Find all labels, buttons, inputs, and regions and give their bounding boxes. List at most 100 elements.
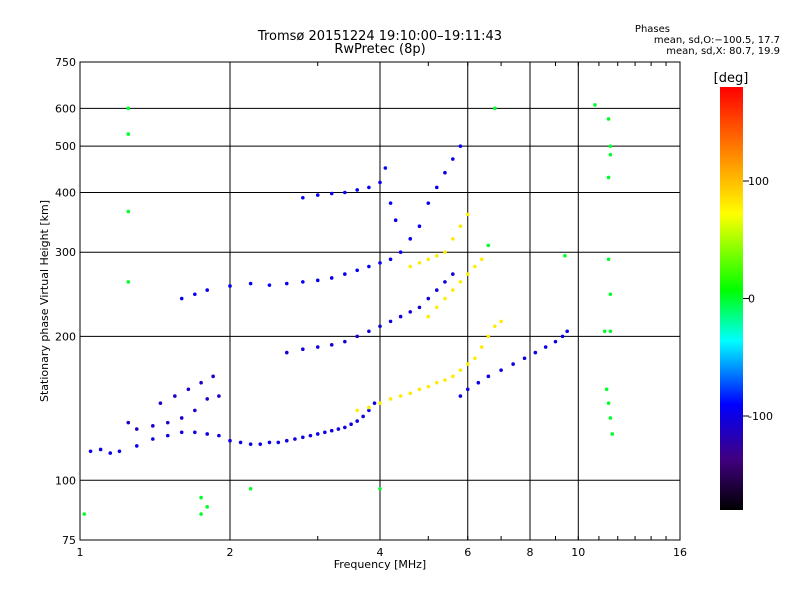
data-point [465, 272, 470, 276]
data-point [126, 209, 131, 214]
data-point [563, 253, 567, 258]
data-point [486, 374, 491, 379]
data-point [378, 324, 382, 329]
data-point [301, 195, 305, 200]
x-axis-label: Frequency [MHz] [334, 558, 426, 571]
data-point [126, 132, 131, 136]
y-tick-label: 750 [55, 56, 76, 69]
data-point [443, 250, 447, 255]
data-point [134, 427, 139, 431]
plot-grid [80, 62, 680, 540]
data-point [451, 272, 455, 276]
data-point [151, 424, 155, 428]
data-point [610, 432, 615, 436]
data-point [465, 387, 470, 392]
data-point [434, 380, 439, 385]
data-point [367, 408, 371, 413]
data-point [408, 391, 413, 396]
data-point [383, 166, 388, 170]
data-point [355, 334, 359, 339]
data-point [465, 212, 470, 217]
data-point [486, 334, 491, 339]
y-axis-label: Stationary phase Virtual Height [km] [38, 200, 51, 402]
data-point [315, 432, 320, 436]
stats-o-mode: mean, sd,O:−100.5, 17.7 [653, 35, 780, 46]
data-point [205, 288, 209, 292]
y-tick-label: 500 [55, 140, 76, 153]
data-point [443, 378, 447, 382]
data-point [465, 362, 470, 366]
data-point [165, 433, 170, 438]
data-point [355, 268, 359, 273]
data-point [179, 416, 184, 420]
data-point [205, 432, 209, 436]
data-point [388, 201, 393, 205]
data-point [606, 257, 611, 262]
data-point [426, 257, 431, 262]
data-point [355, 419, 359, 423]
y-tick-label: 300 [55, 246, 76, 259]
data-point [499, 319, 503, 324]
data-point [378, 401, 382, 405]
data-point [284, 438, 289, 443]
data-point [606, 117, 611, 121]
data-point [451, 157, 455, 161]
data-point [228, 284, 232, 288]
data-point [199, 512, 203, 516]
data-point [284, 350, 289, 355]
chart-title: Tromsø 20151224 19:10:00–19:11:43 [257, 29, 503, 44]
data-point [193, 430, 197, 435]
data-point [134, 444, 139, 448]
x-tick-label: 2 [227, 546, 234, 559]
stats-x-mode: mean, sd,X: 80.7, 19.9 [666, 46, 780, 57]
data-point [417, 261, 422, 265]
data-point [301, 347, 305, 352]
colorbar-gradient [720, 87, 743, 510]
axis-ticks: 1 2 4 6 8 10 16 75 100 200 300 400 500 600 750 Frequenc… [38, 56, 687, 571]
data-point [248, 281, 253, 286]
data-point [451, 374, 455, 379]
scatter-marks [82, 103, 615, 516]
data-point [522, 356, 527, 361]
data-point [248, 442, 253, 446]
data-point [473, 356, 477, 361]
data-point [126, 280, 131, 284]
data-point [458, 224, 463, 229]
data-point [533, 350, 538, 355]
data-point [315, 193, 320, 197]
data-point [329, 191, 334, 196]
data-point [479, 345, 484, 349]
data-point [343, 339, 347, 344]
data-point [349, 422, 353, 427]
data-point [606, 401, 611, 405]
data-point [606, 175, 611, 180]
data-point [367, 264, 371, 269]
data-point [193, 292, 197, 297]
phase-colorbar: [deg] 100 0 -100 [714, 71, 773, 510]
data-point [126, 420, 131, 425]
data-point [323, 430, 327, 435]
data-point [388, 257, 393, 262]
data-point [398, 250, 403, 255]
data-point [565, 329, 569, 334]
data-point [493, 324, 497, 329]
data-point [301, 280, 305, 284]
data-point [608, 329, 613, 334]
data-point [126, 106, 131, 111]
data-point [458, 144, 463, 148]
data-point [343, 272, 347, 276]
data-point [560, 334, 565, 339]
data-point [426, 201, 431, 205]
data-point [329, 343, 334, 347]
data-point [82, 512, 87, 516]
x-tick-label: 16 [673, 546, 687, 559]
data-point [443, 170, 447, 175]
data-point [408, 237, 413, 241]
data-point [199, 495, 203, 500]
data-point [151, 437, 155, 441]
data-point [486, 243, 491, 248]
data-point [179, 296, 184, 301]
data-point [458, 394, 463, 398]
